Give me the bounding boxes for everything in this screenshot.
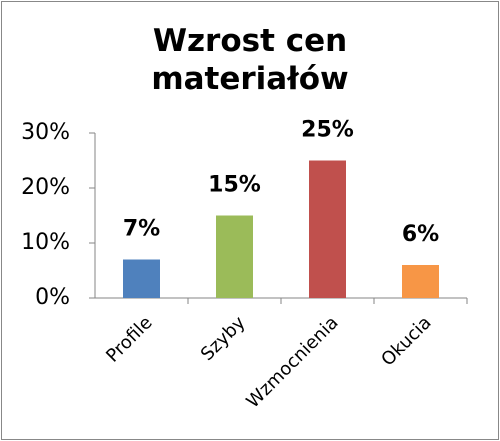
x-tick-label: Okucia <box>377 312 435 370</box>
bar <box>402 265 439 298</box>
data-label: 25% <box>301 118 354 143</box>
bar <box>309 160 346 298</box>
x-tick-label: Profile <box>102 312 156 366</box>
data-label: 7% <box>123 217 160 242</box>
y-tick-label: 0% <box>35 285 70 310</box>
bar <box>123 259 160 298</box>
data-label: 15% <box>208 173 261 198</box>
y-tick-label: 20% <box>21 175 70 200</box>
x-tick-label: Wzmocnienia <box>242 312 342 412</box>
bar <box>216 215 253 298</box>
x-tick-label: Szyby <box>197 312 250 365</box>
chart-title: Wzrost cen materiałów <box>151 23 349 97</box>
y-tick-label: 30% <box>21 120 70 145</box>
data-label: 6% <box>402 222 439 247</box>
y-tick-label: 10% <box>21 230 70 255</box>
